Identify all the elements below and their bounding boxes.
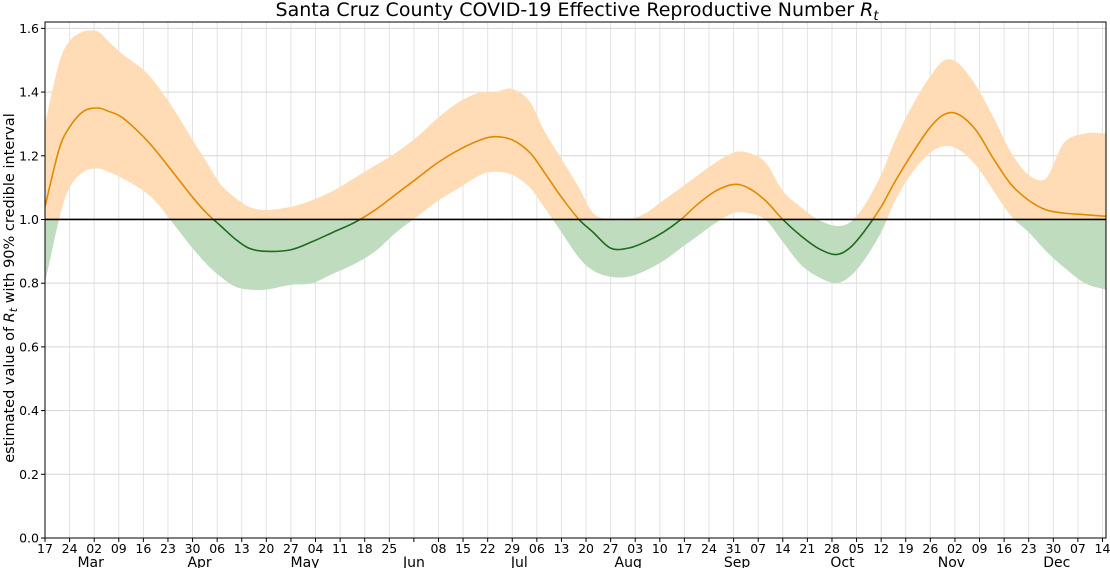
x-tick-label: 16 (135, 541, 151, 556)
x-tick-label: 18 (357, 541, 373, 556)
x-tick-label: 09 (111, 541, 127, 556)
x-tick-label: 13 (234, 541, 250, 556)
x-axis-ticks: 17 24 02 09 16 23 30 06 13 20 27 04 11 18 25 08 15 22 29 06… (37, 538, 1110, 556)
x-tick-label: 06 (529, 541, 545, 556)
x-tick-label: 27 (603, 541, 619, 556)
y-tick-label: 0.2 (19, 467, 39, 482)
y-tick-label: 1.0 (19, 212, 39, 227)
x-tick-label: 25 (381, 541, 397, 556)
credible-interval-bands (45, 30, 1106, 291)
x-tick-label: 30 (185, 541, 201, 556)
x-tick-label: 10 (652, 541, 668, 556)
x-tick-label: 11 (332, 541, 348, 556)
plot-frame (44, 21, 1107, 539)
x-tick-label: 22 (480, 541, 496, 556)
x-axis-months: Mar Apr May Jun Jul Aug Sep Oct Nov Dec (77, 555, 1070, 568)
x-tick-label: 04 (308, 541, 324, 556)
x-tick-label: 21 (799, 541, 815, 556)
month-label: Nov (938, 555, 965, 568)
x-tick-label: 30 (1045, 541, 1061, 556)
x-tick-label: 24 (701, 541, 717, 556)
x-tick-label: 14 (1095, 541, 1110, 556)
y-tick-label: 1.6 (19, 21, 39, 36)
x-tick-label: 06 (209, 541, 225, 556)
band-below-1 (45, 219, 1106, 291)
month-label: Apr (187, 555, 211, 568)
x-tick-label: 02 (947, 541, 963, 556)
x-tick-label: 14 (775, 541, 791, 556)
x-tick-label: 07 (1070, 541, 1086, 556)
x-tick-label: 17 (676, 541, 692, 556)
x-tick-label: 07 (750, 541, 766, 556)
x-tick-label: 12 (873, 541, 889, 556)
month-label: Aug (615, 555, 642, 568)
month-label: Oct (830, 555, 855, 568)
y-axis-ticks: 0.0 0.2 0.4 0.6 0.8 1.0 1.2 1.4 1.6 (19, 21, 45, 546)
x-tick-label: 05 (849, 541, 865, 556)
x-tick-label: 16 (996, 541, 1012, 556)
y-tick-label: 0.6 (19, 339, 39, 354)
month-label: Jun (402, 555, 425, 568)
x-tick-label: 20 (258, 541, 274, 556)
x-tick-label: 08 (431, 541, 447, 556)
x-tick-label: 20 (578, 541, 594, 556)
x-tick-label: 17 (37, 541, 53, 556)
chart-title: Santa Cruz County COVID-19 Effective Rep… (276, 0, 880, 24)
month-label: Sep (724, 555, 751, 568)
x-tick-label: 27 (283, 541, 299, 556)
x-tick-label: 19 (898, 541, 914, 556)
y-tick-label: 0.0 (19, 531, 39, 546)
y-axis-label: estimated value of Rt with 90% credible … (2, 113, 20, 462)
x-tick-label: 26 (922, 541, 938, 556)
x-tick-label: 28 (824, 541, 840, 556)
x-tick-label: 09 (972, 541, 988, 556)
month-label: Dec (1043, 555, 1070, 568)
month-label: May (291, 555, 320, 568)
month-label: Mar (77, 555, 104, 568)
x-tick-label: 13 (553, 541, 569, 556)
y-tick-label: 1.2 (19, 148, 39, 163)
x-tick-label: 29 (504, 541, 520, 556)
x-tick-label: 02 (86, 541, 102, 556)
x-tick-label: 23 (160, 541, 176, 556)
y-tick-label: 0.8 (19, 276, 39, 291)
x-tick-label: 03 (627, 541, 643, 556)
x-tick-label: 24 (62, 541, 78, 556)
x-tick-label: 31 (726, 541, 742, 556)
y-tick-label: 0.4 (19, 403, 39, 418)
x-tick-label: 15 (455, 541, 471, 556)
y-tick-label: 1.4 (19, 85, 39, 100)
month-label: Jul (510, 555, 528, 568)
x-tick-label: 23 (1021, 541, 1037, 556)
